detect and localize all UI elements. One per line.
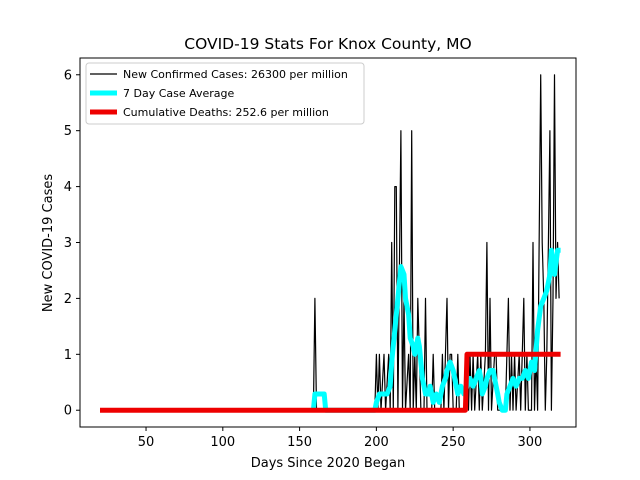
y-tick-label: 1	[64, 348, 72, 363]
legend-label-3: Cumulative Deaths: 252.6 per million	[123, 106, 329, 119]
x-tick-label: 250	[441, 435, 466, 450]
chart-title: COVID-19 Stats For Knox County, MO	[184, 35, 471, 53]
y-tick-label: 3	[64, 236, 72, 251]
y-axis-label: New COVID-19 Cases	[41, 174, 56, 312]
y-tick-label: 5	[64, 124, 72, 139]
x-axis-label: Days Since 2020 Began	[251, 456, 406, 471]
series-layer	[100, 74, 561, 413]
x-tick-label: 300	[518, 435, 543, 450]
x-tick-label: 50	[138, 435, 155, 450]
axes-layer: 50 100 150 200 250 300 0 1 2 3 4 5 6	[64, 57, 577, 450]
y-tick-label: 0	[64, 404, 72, 419]
series-line-3	[100, 351, 561, 413]
legend-label-1: New Confirmed Cases: 26300 per million	[123, 68, 348, 81]
y-tick-label: 2	[64, 292, 72, 307]
legend-box	[85, 62, 365, 125]
x-tick-label: 200	[364, 435, 389, 450]
x-tick-label: 150	[287, 435, 312, 450]
y-tick-label: 6	[64, 68, 72, 83]
legend: New Confirmed Cases: 26300 per million 7 …	[85, 62, 365, 125]
series-line-2	[310, 247, 561, 413]
y-tick-label: 4	[64, 180, 72, 195]
x-tick-label: 100	[210, 435, 235, 450]
legend-label-2: 7 Day Case Average	[123, 87, 235, 100]
